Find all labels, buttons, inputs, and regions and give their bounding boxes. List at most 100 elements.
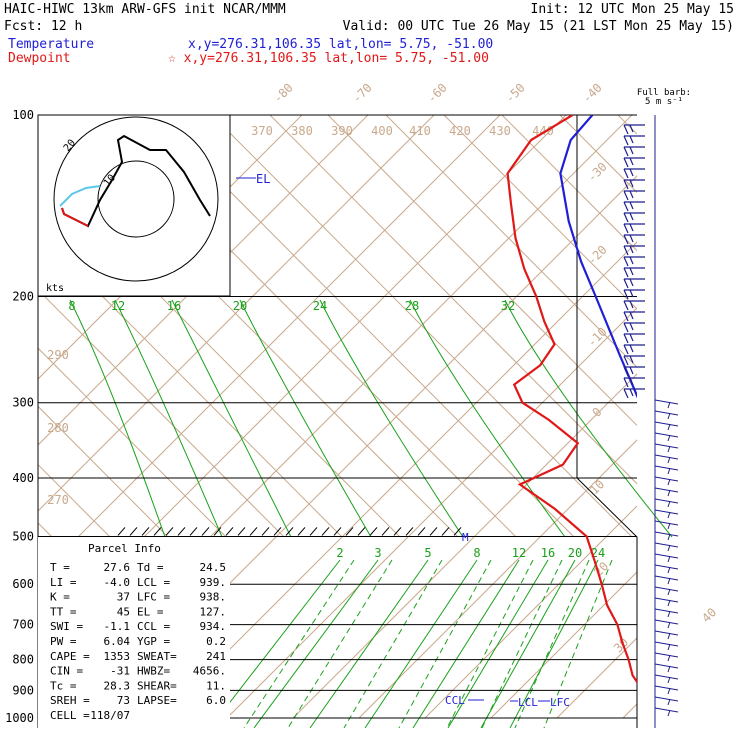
- isotherm-label: -50: [503, 81, 528, 106]
- wind-barb: [623, 168, 645, 179]
- hatch-mark: [117, 527, 126, 536]
- parcel-info-value: 6.04: [104, 635, 131, 648]
- barb-flag: [629, 135, 634, 144]
- wind-barb: [654, 454, 679, 464]
- barb-flag: [623, 289, 629, 300]
- barb-staff: [654, 421, 679, 427]
- barb-staff: [654, 487, 679, 493]
- plot-right-boundary: [576, 477, 638, 728]
- wind-barb: [654, 421, 679, 431]
- barb-flag: [629, 366, 634, 375]
- hatch-mark: [285, 527, 294, 536]
- hatch-mark: [129, 527, 138, 536]
- parcel-info-panel: [38, 537, 230, 728]
- barb-flag: [629, 168, 634, 177]
- barb-flag: [629, 278, 634, 287]
- theta-label: 400: [371, 124, 393, 138]
- hatch-mark: [189, 527, 198, 536]
- wind-barb: [654, 696, 679, 706]
- barb-staff: [654, 476, 679, 482]
- barb-flag: [667, 434, 671, 442]
- hatch-mark: [273, 527, 282, 536]
- wind-barb: [654, 619, 679, 629]
- barb-flag: [667, 654, 671, 662]
- barb-flag: [623, 377, 629, 388]
- barb-flag: [667, 588, 671, 596]
- wind-barb: [654, 443, 679, 453]
- barb-flag: [629, 190, 634, 199]
- isotherm-label: -80: [271, 81, 296, 106]
- dry-adiabat-line: [38, 289, 285, 537]
- wind-barb: [623, 212, 645, 223]
- wind-barb: [623, 179, 645, 190]
- wind-barb: [654, 410, 679, 420]
- isotherm-line: [38, 115, 369, 446]
- parcel-info-key: SWI =: [50, 620, 83, 633]
- wind-barb: [623, 267, 645, 278]
- wind-barb: [654, 399, 679, 409]
- dry-adiabat-line: [211, 115, 633, 537]
- parcel-info-key: PW =: [50, 635, 77, 648]
- pressure-label: 200: [12, 290, 34, 304]
- wind-barb: [654, 509, 679, 519]
- barb-flag: [667, 478, 671, 486]
- parcel-info-title: Parcel Info: [88, 542, 161, 555]
- barb-flag: [629, 157, 634, 166]
- barb-flag: [629, 333, 634, 342]
- mixing-ratio-curve: [239, 299, 372, 538]
- mixing-ratio-curve: [319, 299, 464, 538]
- barb-staff: [654, 674, 679, 680]
- parcel-info-value: 939.: [200, 576, 227, 589]
- mixing-ratio-group: [253, 559, 393, 728]
- barb-staff: [654, 586, 679, 592]
- barb-staff: [654, 630, 679, 636]
- barb-flag: [623, 223, 629, 234]
- mixing-ratio-label-lower: 20: [568, 546, 582, 560]
- parcel-info-key: SHEAR=: [137, 679, 177, 692]
- barb-flag: [667, 456, 671, 464]
- barb-flag: [667, 621, 671, 629]
- barb-staff: [654, 531, 679, 537]
- hodograph-ring-outer: [53, 116, 219, 282]
- parcel-info-value: 27.6: [104, 561, 131, 574]
- mixing-ratio-dashed: [287, 559, 393, 728]
- barb-flag: [629, 388, 634, 397]
- theta-label: 380: [291, 124, 313, 138]
- wind-barb: [654, 542, 679, 552]
- barb-flag: [623, 212, 629, 223]
- dry-adiabat-line: [327, 115, 637, 427]
- barb-flag: [623, 322, 629, 333]
- mixing-ratio-line: [230, 559, 341, 703]
- wind-barb: [654, 608, 679, 618]
- barb-flag: [623, 267, 629, 278]
- isotherm-label: -70: [350, 81, 375, 106]
- barb-flag: [667, 698, 671, 706]
- isotherm-line: [226, 307, 637, 719]
- dry-adiabat-line: [676, 115, 740, 537]
- lcl-label: LCL: [518, 696, 538, 709]
- barb-staff: [654, 465, 679, 471]
- barb-flag: [623, 333, 629, 344]
- barb-staff: [654, 553, 679, 559]
- dry-adiabat-line: [501, 115, 637, 252]
- barb-flag: [667, 676, 671, 684]
- pressure-axis-labels: 100 200 300 400 500 600 700 800 900 1000: [5, 108, 34, 725]
- mixing-ratio-line: [480, 559, 576, 728]
- mixing-ratio-label-lower: 8: [473, 546, 480, 560]
- mixing-ratio-label-upper: 24: [313, 299, 327, 313]
- pressure-label: 400: [12, 471, 34, 485]
- temperature-trace: [559, 115, 637, 399]
- barb-flag: [667, 489, 671, 497]
- mixing-ratio-dashed: [343, 559, 443, 728]
- barb-staff: [654, 410, 679, 416]
- barb-flag: [667, 467, 671, 475]
- wind-barb: [623, 256, 645, 267]
- wind-barb: [654, 586, 679, 596]
- mixing-ratio-line: [447, 559, 549, 728]
- hodograph-trace-surface: [61, 207, 89, 227]
- sounding-traces: [506, 115, 637, 684]
- wind-barb: [654, 531, 679, 541]
- init-text: Init: 12 UTC Mon 25 May 15: [531, 2, 735, 17]
- wind-barb: [623, 201, 645, 212]
- wind-barb: [654, 652, 679, 662]
